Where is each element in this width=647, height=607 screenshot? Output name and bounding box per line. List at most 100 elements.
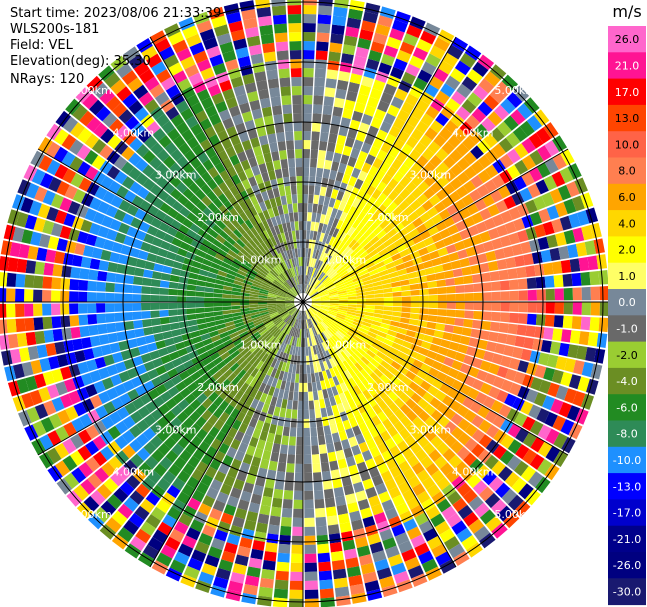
range-gate-cell	[450, 413, 464, 426]
range-gate-cell	[198, 328, 209, 336]
range-gate-cell	[241, 433, 252, 445]
range-gate-cell	[312, 203, 318, 214]
range-gate-cell	[426, 484, 441, 498]
range-gate-cell	[286, 399, 293, 410]
range-gate-cell	[425, 462, 439, 476]
range-gate-cell	[338, 305, 348, 309]
range-gate-cell	[337, 290, 347, 295]
range-gate-cell	[362, 279, 373, 286]
range-gate-cell	[384, 507, 399, 520]
range-gate-cell	[427, 535, 443, 550]
range-gate-cell	[278, 543, 291, 554]
range-gate-cell	[340, 382, 348, 393]
range-gate-cell	[463, 180, 476, 194]
range-gate-cell	[408, 228, 420, 239]
range-gate-cell	[391, 158, 403, 171]
range-gate-cell	[336, 190, 345, 201]
range-gate-cell	[280, 323, 288, 332]
range-gate-cell	[159, 456, 173, 470]
range-gate-cell	[292, 526, 303, 536]
colorbar-tick-label: 10.0	[615, 138, 640, 151]
range-gate-cell	[287, 335, 292, 345]
range-gate-cell	[355, 490, 367, 502]
range-gate-cell	[475, 391, 488, 405]
range-gate-cell	[505, 334, 517, 346]
range-gate-cell	[308, 328, 313, 338]
range-gate-cell	[551, 369, 564, 384]
range-gate-cell	[315, 59, 327, 70]
range-gate-cell	[417, 69, 433, 83]
range-gate-cell	[319, 261, 326, 271]
range-gate-cell	[334, 354, 343, 365]
range-gate-cell	[398, 365, 409, 376]
range-gate-cell	[517, 360, 530, 373]
range-gate-cell	[350, 473, 362, 485]
range-gate-cell	[175, 381, 187, 392]
range-gate-cell	[381, 384, 393, 396]
range-gate-cell	[352, 425, 362, 437]
range-gate-cell	[450, 426, 464, 440]
range-gate-cell	[381, 173, 393, 185]
range-gate-cell	[345, 315, 355, 322]
range-gate-cell	[303, 373, 308, 383]
range-gate-cell	[245, 445, 256, 457]
range-gate-cell	[226, 324, 236, 332]
range-gate-cell	[373, 313, 384, 319]
range-gate-cell	[223, 542, 238, 555]
range-gate-cell	[482, 470, 497, 486]
range-gate-cell	[115, 450, 130, 465]
range-gate-cell	[482, 240, 494, 252]
range-gate-cell	[427, 225, 439, 236]
range-gate-cell	[89, 394, 103, 409]
range-gate-cell	[310, 318, 316, 327]
range-gate-cell	[373, 338, 384, 347]
range-gate-cell	[354, 453, 365, 465]
range-gate-cell	[40, 417, 55, 433]
range-gate-cell	[225, 342, 236, 352]
range-gate-cell	[455, 293, 465, 302]
range-gate-cell	[222, 454, 234, 467]
range-gate-cell	[510, 109, 526, 126]
range-gate-cell	[409, 283, 420, 291]
range-gate-cell	[418, 347, 430, 357]
range-gate-cell	[341, 275, 351, 282]
range-gate-cell	[303, 68, 314, 78]
range-gate-cell	[304, 481, 313, 491]
range-gate-cell	[218, 442, 230, 455]
range-gate-cell	[121, 430, 136, 444]
range-gate-cell	[434, 353, 446, 364]
range-gate-cell	[305, 248, 309, 258]
range-gate-cell	[246, 365, 256, 375]
range-gate-cell	[252, 334, 262, 342]
range-gate-cell	[464, 293, 474, 301]
range-gate-cell	[99, 523, 117, 540]
range-gate-cell	[366, 231, 377, 242]
range-gate-cell	[455, 142, 470, 157]
range-gate-cell	[333, 6, 348, 18]
range-gate-cell	[314, 259, 319, 269]
range-gate-cell	[443, 375, 456, 387]
range-gate-cell	[314, 185, 321, 196]
range-gate-cell	[316, 285, 325, 292]
range-gate-cell	[317, 204, 323, 214]
range-gate-cell	[388, 413, 400, 426]
range-gate-cell	[304, 328, 307, 338]
range-gate-cell	[316, 534, 329, 545]
range-gate-cell	[380, 91, 394, 105]
range-gate-cell	[311, 305, 320, 310]
range-gate-cell	[343, 548, 358, 560]
range-gate-cell	[464, 310, 474, 319]
range-gate-cell	[321, 205, 329, 215]
range-gate-cell	[405, 329, 417, 338]
range-gate-cell	[483, 217, 496, 230]
range-gate-cell	[345, 346, 354, 356]
range-gate-cell	[498, 269, 509, 281]
range-gate-cell	[424, 328, 436, 337]
range-gate-cell	[201, 563, 217, 576]
range-gate-cell	[362, 400, 372, 411]
range-gate-cell	[287, 454, 295, 464]
range-gate-cell	[258, 586, 273, 598]
range-gate-cell	[470, 175, 484, 189]
range-gate-cell	[194, 376, 206, 387]
range-gate-cell	[501, 488, 518, 505]
